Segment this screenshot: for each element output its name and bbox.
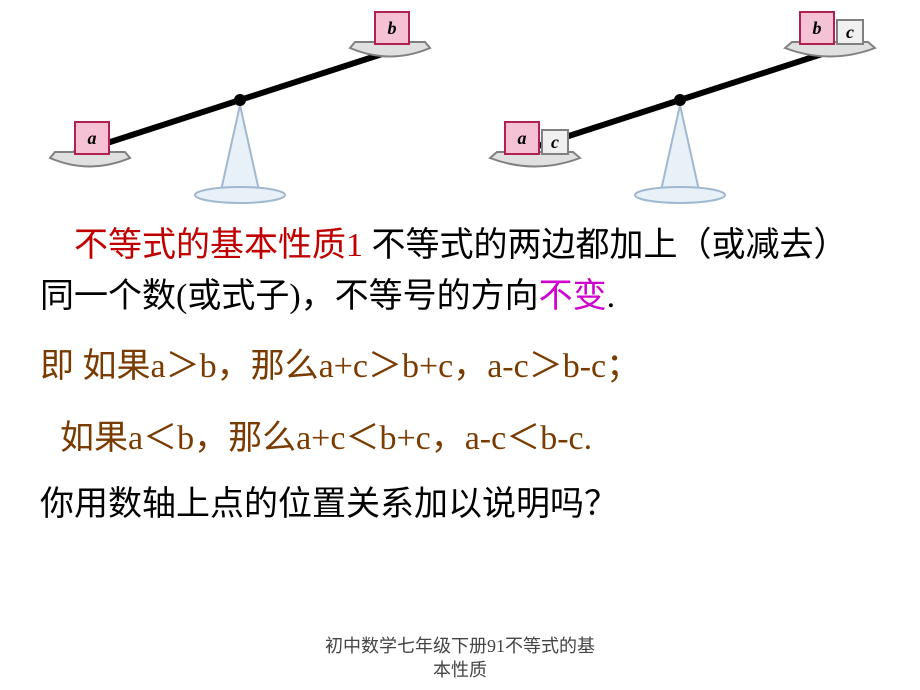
rule-1: 即 如果a＞b，那么a+c＞b+c，a-c＞b-c； bbox=[40, 340, 880, 394]
property-title: 不等式的基本性质1 bbox=[74, 227, 363, 264]
balance-left: a b bbox=[30, 10, 450, 210]
footer: 初中数学七年级下册91不等式的基 本性质 bbox=[0, 635, 920, 682]
diagram-row: a b a c b bbox=[0, 0, 920, 210]
property-paragraph: 不等式的基本性质1 不等式的两边都加上（或减去）同一个数(或式子)，不等号的方向… bbox=[40, 220, 880, 322]
label-c-right: c bbox=[846, 22, 854, 42]
footer-line2: 本性质 bbox=[0, 659, 920, 682]
rule-2: 如果a＜b，那么a+c＜b+c，a-c＜b-c. bbox=[60, 412, 880, 466]
label-a2: a bbox=[518, 128, 527, 148]
balance-right: a c b c bbox=[470, 10, 890, 210]
property-unchanged: 不变 bbox=[539, 278, 607, 315]
question-line: 你用数轴上点的位置关系加以说明吗？ bbox=[40, 479, 880, 530]
label-b: b bbox=[388, 18, 397, 38]
label-c-left: c bbox=[551, 132, 559, 152]
property-dot: . bbox=[607, 278, 616, 315]
content-block: 不等式的基本性质1 不等式的两边都加上（或减去）同一个数(或式子)，不等号的方向… bbox=[0, 210, 920, 530]
label-b2: b bbox=[813, 18, 822, 38]
footer-line1: 初中数学七年级下册91不等式的基 bbox=[0, 635, 920, 658]
label-a: a bbox=[88, 128, 97, 148]
